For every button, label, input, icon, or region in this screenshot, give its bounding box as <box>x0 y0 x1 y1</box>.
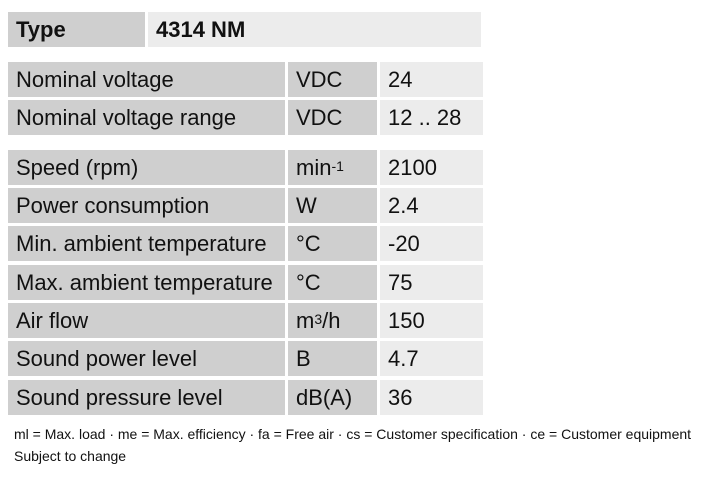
spec-value: 12 .. 28 <box>380 100 483 135</box>
spec-unit: dB(A) <box>288 380 377 415</box>
spec-value: 36 <box>380 380 483 415</box>
spec-unit: W <box>288 188 377 223</box>
spec-value: -20 <box>380 226 483 261</box>
spec-row-air-flow: Air flow m 3/h 150 <box>8 303 483 338</box>
spec-row-sound-pressure-level: Sound pressure level dB(A) 36 <box>8 380 483 415</box>
spec-row-max-ambient-temperature: Max. ambient temperature °C 75 <box>8 265 483 300</box>
unit-tail: /h <box>322 307 341 333</box>
spec-unit: min -1 <box>288 150 377 185</box>
unit-superscript: 3 <box>314 310 323 327</box>
spec-label: Nominal voltage <box>8 62 285 97</box>
spec-unit: °C <box>288 265 377 300</box>
spec-unit: m 3/h <box>288 303 377 338</box>
spec-value: 4.7 <box>380 341 483 376</box>
spec-label: Max. ambient temperature <box>8 265 285 300</box>
unit-base: m <box>296 307 315 333</box>
spec-value: 2100 <box>380 150 483 185</box>
unit-superscript: -1 <box>331 157 344 174</box>
spec-label: Power consumption <box>8 188 285 223</box>
spec-value: 2.4 <box>380 188 483 223</box>
type-label: Type <box>8 12 145 47</box>
spec-label: Speed (rpm) <box>8 150 285 185</box>
spec-value: 150 <box>380 303 483 338</box>
unit-base: min <box>296 154 332 180</box>
spec-label: Air flow <box>8 303 285 338</box>
spec-unit: °C <box>288 226 377 261</box>
change-notice: Subject to change <box>14 448 127 464</box>
spec-row-min-ambient-temperature: Min. ambient temperature °C -20 <box>8 226 483 261</box>
spec-row-nominal-voltage: Nominal voltage VDC 24 <box>8 62 483 97</box>
spec-label: Sound power level <box>8 341 285 376</box>
spec-label: Sound pressure level <box>8 380 285 415</box>
spec-unit: B <box>288 341 377 376</box>
spec-unit: VDC <box>288 62 377 97</box>
type-value: 4314 NM <box>148 12 481 47</box>
abbreviation-legend: ml = Max. load · me = Max. efficiency · … <box>14 426 692 442</box>
spec-label: Min. ambient temperature <box>8 226 285 261</box>
spec-unit: VDC <box>288 100 377 135</box>
spec-row-power-consumption: Power consumption W 2.4 <box>8 188 483 223</box>
spec-row-nominal-voltage-range: Nominal voltage range VDC 12 .. 28 <box>8 100 483 135</box>
spec-value: 24 <box>380 62 483 97</box>
type-row: Type 4314 NM <box>8 12 483 47</box>
spec-value: 75 <box>380 265 483 300</box>
spec-label: Nominal voltage range <box>8 100 285 135</box>
spec-row-speed: Speed (rpm) min -1 2100 <box>8 150 483 185</box>
spec-row-sound-power-level: Sound power level B 4.7 <box>8 341 483 376</box>
